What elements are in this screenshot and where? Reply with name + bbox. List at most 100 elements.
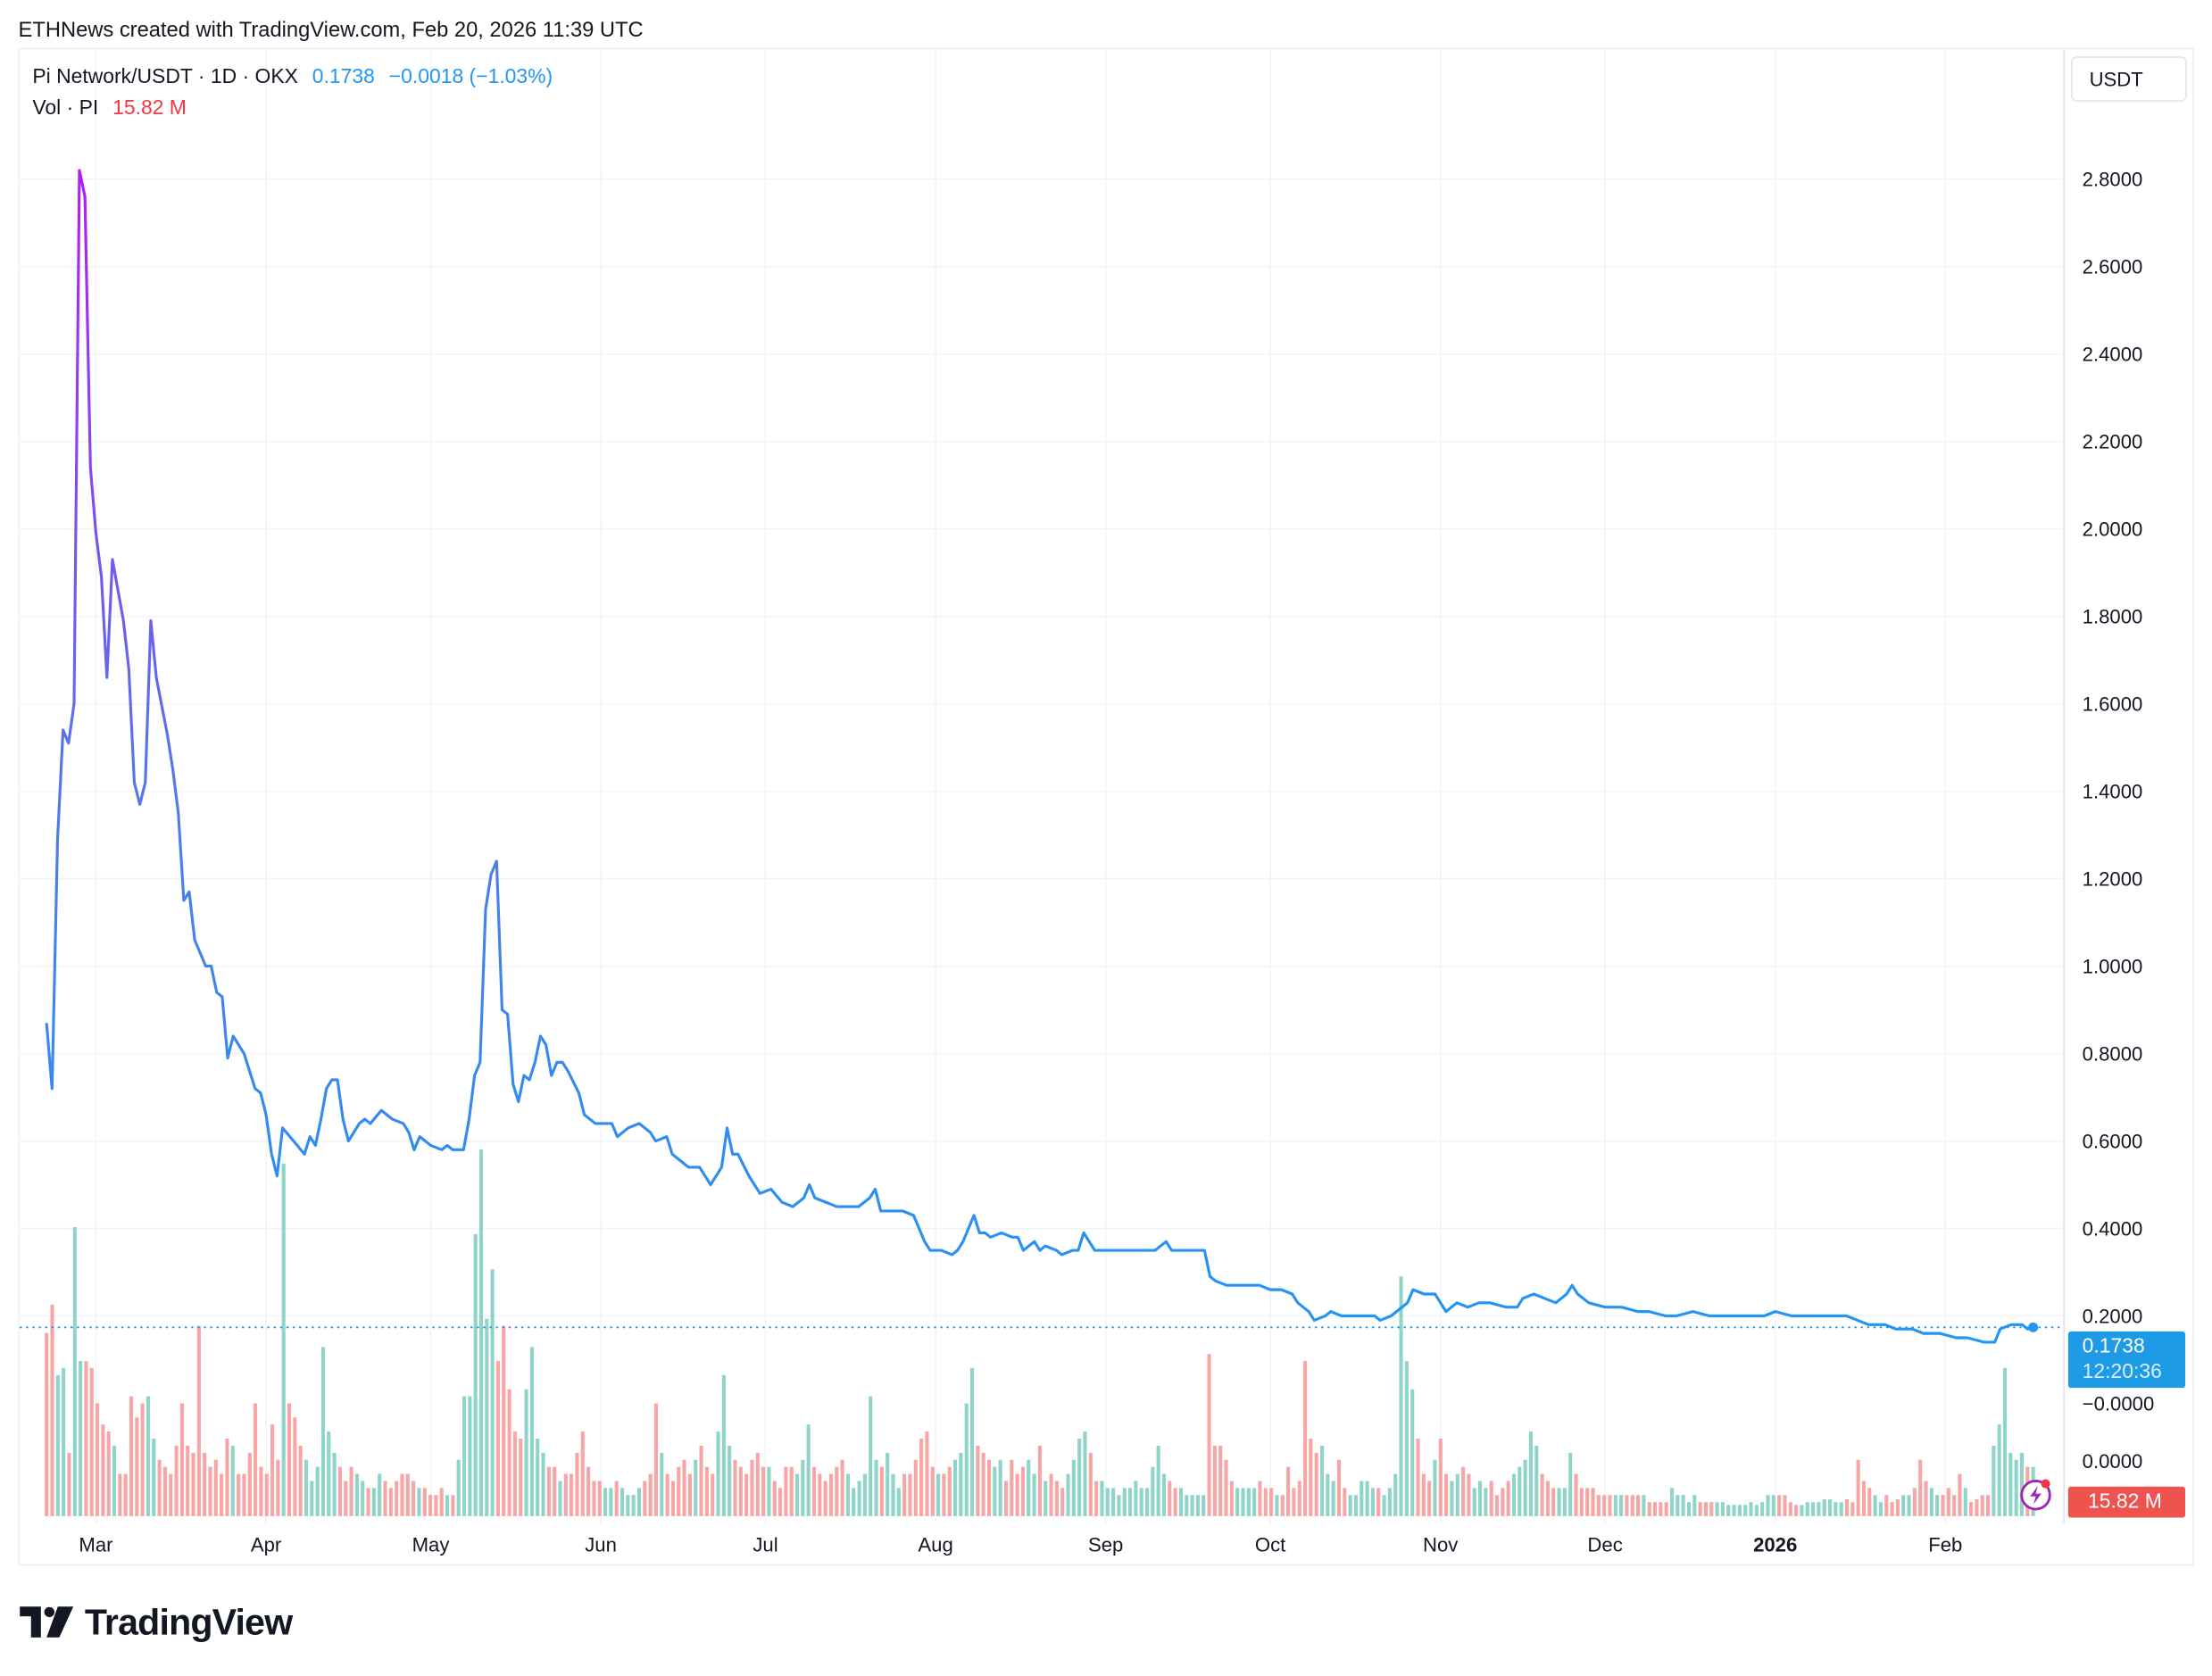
volume-bar — [942, 1473, 946, 1516]
volume-bar — [1190, 1495, 1194, 1516]
volume-bar — [660, 1452, 664, 1516]
volume-bar — [993, 1466, 997, 1516]
volume-bar — [388, 1488, 393, 1516]
volume-bar — [112, 1445, 117, 1516]
volume-bar — [101, 1424, 105, 1516]
volume-bar — [1720, 1502, 1725, 1516]
volume-bar — [558, 1481, 562, 1516]
price-change: −0.0018 (−1.03%) — [388, 66, 553, 89]
volume-bar — [186, 1445, 190, 1516]
volume-bar — [1844, 1498, 1850, 1516]
volume-bar — [208, 1466, 212, 1516]
volume-bar — [1404, 1361, 1409, 1516]
volume-bar — [395, 1481, 399, 1516]
volume-bar — [2002, 1367, 2008, 1516]
volume-bar — [964, 1403, 969, 1516]
volume-bar — [298, 1445, 303, 1516]
volume-tag: 15.82 M — [2067, 1486, 2186, 1518]
volume-bar — [478, 1149, 484, 1516]
grid-lines — [20, 49, 2065, 1523]
volume-bar — [1241, 1488, 1245, 1516]
volume-bar — [473, 1233, 478, 1516]
volume-bar — [354, 1473, 359, 1516]
volume-bar — [1207, 1354, 1211, 1516]
volume-bar — [349, 1466, 353, 1516]
volume-bar — [936, 1473, 941, 1516]
volume-bar — [1060, 1488, 1065, 1516]
volume-bar — [1811, 1502, 1816, 1516]
volume-bar — [1749, 1502, 1753, 1516]
volume-bar — [1286, 1466, 1291, 1516]
volume-bar — [1777, 1495, 1782, 1516]
volume-bar — [1878, 1502, 1883, 1516]
volume-bar — [687, 1473, 692, 1516]
volume-bar — [196, 1325, 201, 1516]
volume-bar — [1686, 1502, 1692, 1516]
price-tick-label: 2.6000 — [2082, 255, 2143, 278]
volume-bar — [1387, 1488, 1392, 1516]
volume-bar — [361, 1481, 365, 1516]
volume-bar — [1015, 1473, 1019, 1516]
volume-bar — [1703, 1502, 1708, 1516]
volume-bar — [1156, 1445, 1160, 1516]
volume-bar — [1754, 1505, 1759, 1516]
time-tick-label: Dec — [1587, 1532, 1623, 1556]
volume-bar — [1715, 1502, 1719, 1516]
volume-bar — [908, 1473, 912, 1516]
volume-bar — [1766, 1495, 1770, 1516]
volume-bar — [947, 1466, 952, 1516]
volume-bar — [1834, 1502, 1838, 1516]
volume-bar — [55, 1374, 60, 1516]
volume-bar — [502, 1325, 506, 1516]
last-price-tag: 0.1738 12:20:36 — [2067, 1331, 2186, 1389]
volume-bar — [1258, 1481, 1262, 1516]
volume-bar — [1619, 1495, 1624, 1516]
volume-bar — [1647, 1502, 1651, 1516]
volume-legend[interactable]: Vol · PI 15.82 M — [32, 97, 195, 120]
volume-bar — [320, 1347, 326, 1516]
volume-bar — [1506, 1481, 1510, 1516]
volume-value: 15.82 M — [112, 97, 187, 120]
volume-bar — [677, 1466, 681, 1516]
volume-bar — [1489, 1481, 1493, 1516]
volume-bar — [490, 1269, 495, 1516]
volume-bar — [1771, 1495, 1775, 1516]
volume-bar — [1511, 1473, 1517, 1516]
currency-button[interactable]: USDT — [2071, 56, 2187, 102]
volume-bar — [106, 1431, 111, 1516]
volume-bar — [1105, 1488, 1110, 1516]
volume-bar — [174, 1445, 179, 1516]
volume-bar — [2014, 1459, 2018, 1516]
volume-bar — [293, 1417, 297, 1516]
volume-bar — [1027, 1459, 1031, 1516]
tradingview-logo[interactable]: TradingView — [20, 1600, 293, 1643]
volume-bar — [1343, 1488, 1347, 1516]
volume-bar — [1941, 1495, 1945, 1516]
chart-pane[interactable] — [18, 47, 2194, 1566]
volume-bar — [79, 1361, 83, 1516]
volume-bar — [1173, 1488, 1177, 1516]
volume-bar — [857, 1481, 861, 1516]
price-tick-label: 2.0000 — [2082, 518, 2143, 541]
volume-bar — [1202, 1495, 1206, 1516]
last-price-dot — [2028, 1322, 2039, 1332]
volume-bar — [976, 1445, 980, 1516]
volume-title: Vol · PI — [32, 97, 99, 120]
symbol-legend[interactable]: Pi Network/USDT · 1D · OKX 0.1738 −0.001… — [32, 66, 561, 88]
lightning-alert-icon[interactable] — [2019, 1477, 2053, 1511]
volume-bar — [925, 1431, 929, 1516]
volume-bar — [146, 1396, 151, 1516]
volume-bar — [575, 1452, 579, 1516]
volume-bar — [733, 1459, 737, 1516]
volume-bar — [1433, 1459, 1437, 1516]
volume-bar — [383, 1481, 387, 1516]
volume-bar — [264, 1473, 269, 1516]
volume-bar — [1438, 1439, 1443, 1516]
volume-bar — [1003, 1481, 1009, 1516]
volume-bar — [1348, 1495, 1352, 1516]
time-tick-label: Mar — [79, 1532, 113, 1556]
volume-bar — [1562, 1488, 1567, 1516]
volume-bar — [1139, 1488, 1143, 1516]
volume-bar — [2019, 1452, 2025, 1516]
volume-bar — [1168, 1481, 1172, 1516]
